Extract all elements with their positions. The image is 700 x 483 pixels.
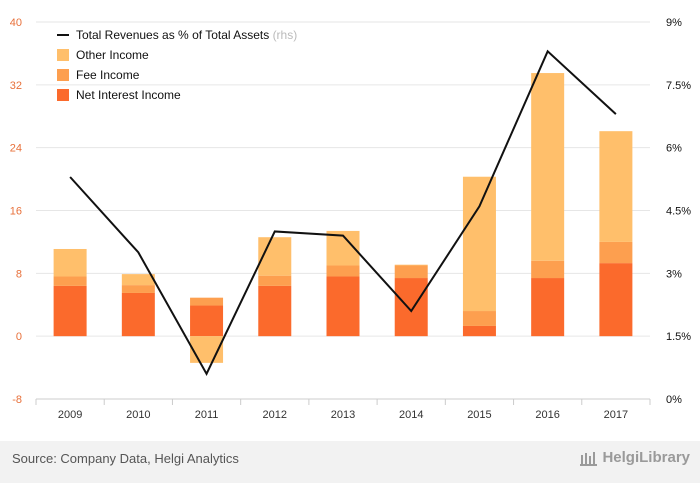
bar-fee-income — [326, 265, 360, 277]
bar-net-interest-income — [258, 285, 292, 337]
brand-logo: HelgiLibrary — [580, 449, 690, 466]
y-right-tick-label: 1.5% — [666, 331, 691, 343]
x-tick-label: 2017 — [604, 409, 628, 421]
x-tick-label: 2015 — [467, 409, 491, 421]
y-left-tick-label: -8 — [12, 394, 22, 406]
bar-fee-income — [53, 276, 87, 286]
bar-net-interest-income — [326, 276, 360, 337]
bar-net-interest-income — [462, 325, 496, 337]
legend-suffix: (rhs) — [273, 28, 298, 42]
y-right-tick-label: 0% — [666, 394, 682, 406]
y-right-tick-label: 4.5% — [666, 206, 691, 218]
legend-swatch — [57, 69, 69, 81]
y-right-tick-label: 6% — [666, 143, 682, 155]
bar-fee-income — [258, 275, 292, 286]
bar-net-interest-income — [599, 263, 633, 337]
y-left-tick-label: 8 — [16, 268, 22, 280]
x-tick-label: 2011 — [195, 409, 219, 421]
bar-fee-income — [394, 265, 428, 279]
bar-other-income — [599, 131, 633, 242]
bar-net-interest-income — [53, 285, 87, 337]
y-left-tick-label: 40 — [10, 17, 22, 29]
footer: Source: Company Data, Helgi Analytics He… — [0, 441, 700, 483]
bar-net-interest-income — [121, 292, 155, 337]
chart: -8 0 8 16 24 32 40 0% 1.5% 3% 4.5% 6% 7.5% 9% 2009 2010… — [10, 17, 692, 421]
brand-name: HelgiLibrary — [602, 449, 690, 466]
bar-other-income — [394, 264, 428, 266]
x-tick-label: 2010 — [126, 409, 150, 421]
source-note: Source: Company Data, Helgi Analytics — [12, 451, 239, 466]
bar-net-interest-income — [190, 305, 224, 337]
bar-net-interest-income — [394, 278, 428, 337]
x-tick-label: 2014 — [399, 409, 423, 421]
legend-label: Fee Income — [76, 68, 140, 82]
legend-swatch — [57, 49, 69, 61]
y-right-tick-label: 7.5% — [666, 80, 691, 92]
legend-label: Total Revenues as % of Total Assets (rhs… — [76, 28, 297, 42]
legend-swatch — [57, 89, 69, 101]
bar-other-income — [121, 274, 155, 286]
bar-other-income — [53, 248, 87, 277]
bar-net-interest-income — [531, 278, 565, 337]
y-right-tick-label: 3% — [666, 268, 682, 280]
bar-fee-income — [190, 297, 224, 306]
bar-fee-income — [531, 260, 565, 279]
x-tick-label: 2013 — [331, 409, 355, 421]
library-icon — [580, 451, 598, 466]
bar-fee-income — [599, 241, 633, 264]
bar-fee-income — [462, 311, 496, 326]
legend-label: Other Income — [76, 48, 149, 62]
bar-other-income — [531, 73, 565, 261]
bar-other-income — [462, 176, 496, 312]
y-left-tick-label: 0 — [16, 331, 22, 343]
y-right-tick-label: 9% — [666, 17, 682, 29]
legend-label: Net Interest Income — [76, 88, 181, 102]
x-tick-label: 2016 — [535, 409, 559, 421]
y-left-tick-label: 16 — [10, 206, 22, 218]
bar-fee-income — [121, 285, 155, 293]
x-tick-label: 2012 — [263, 409, 287, 421]
y-left-tick-label: 32 — [10, 80, 22, 92]
line-revenues-to-assets — [69, 49, 617, 377]
x-tick-label: 2009 — [58, 409, 82, 421]
y-left-tick-label: 24 — [10, 143, 22, 155]
